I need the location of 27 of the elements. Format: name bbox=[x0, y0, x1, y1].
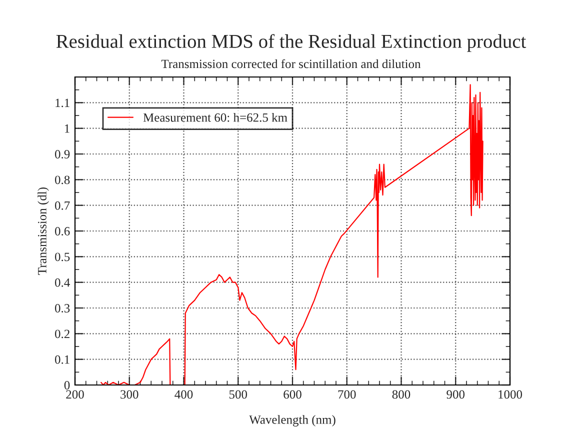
chart-title: Residual extinction MDS of the Residual Extinction product bbox=[56, 34, 526, 52]
x-tick-label: 800 bbox=[392, 390, 410, 399]
x-tick-label: 600 bbox=[284, 390, 302, 399]
y-tick-label: 0.4 bbox=[54, 278, 70, 287]
legend-label: Measurement 60: h=62.5 km bbox=[143, 112, 288, 122]
y-tick-label: 0.7 bbox=[54, 201, 70, 210]
line-series bbox=[100, 84, 484, 385]
y-tick-label: 0 bbox=[64, 381, 70, 390]
y-tick-label: 0.1 bbox=[54, 355, 70, 364]
x-tick-label: 900 bbox=[446, 390, 465, 399]
y-tick-label: 0.3 bbox=[54, 304, 70, 313]
chart-subtitle: Transmission corrected for scintillation and dilution bbox=[161, 59, 421, 68]
y-tick-label: 0.9 bbox=[54, 150, 70, 159]
x-tick-label: 500 bbox=[229, 390, 248, 399]
x-tick-label: 700 bbox=[338, 390, 356, 399]
y-tick-label: 0.8 bbox=[54, 176, 70, 184]
x-tick-label: 300 bbox=[120, 390, 138, 399]
x-tick-label: 1000 bbox=[498, 390, 522, 399]
y-tick-label: 1.1 bbox=[56, 98, 70, 108]
y-tick-label: 0.6 bbox=[54, 227, 70, 236]
y-tick-label: 0.2 bbox=[54, 330, 70, 338]
x-axis-title: Wavelength (nm) bbox=[249, 415, 336, 426]
x-tick-label: 400 bbox=[174, 390, 193, 399]
y-axis-title: Transmission (dl) bbox=[38, 188, 49, 275]
y-tick-label: 0.5 bbox=[54, 252, 70, 262]
y-tick-label: 1 bbox=[64, 124, 70, 133]
x-tick-label: 200 bbox=[66, 390, 84, 399]
